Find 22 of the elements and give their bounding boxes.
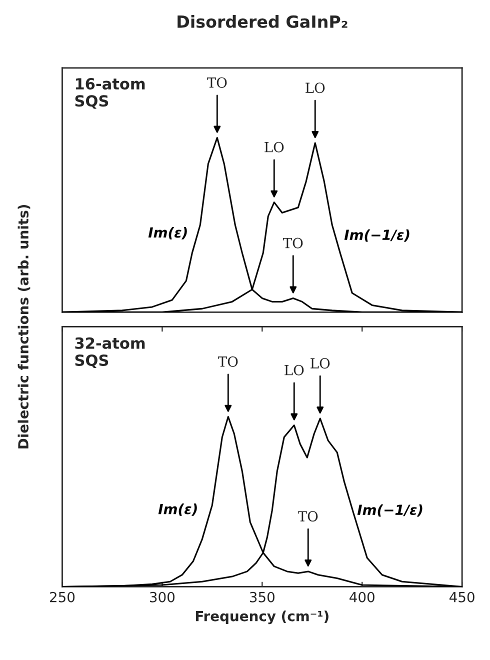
text: 32-atom SQS (75, 337, 145, 368)
text: 16-atom SQS (75, 78, 145, 109)
x-tick-label: 400 (350, 592, 374, 602)
y-axis-title: Dielectric functions (arb. units) (18, 204, 30, 448)
series-label: Im(−1/ε) (357, 504, 422, 517)
x-tick-label: 350 (250, 592, 274, 602)
annotation: TO (282, 238, 303, 248)
annotation: TO (298, 511, 318, 522)
x-tick-label: 250 (50, 592, 75, 602)
annotation: TO (218, 356, 238, 367)
x-tick-label: 300 (150, 592, 175, 602)
series-label: Im(−1/ε) (344, 229, 410, 242)
chart-title: Disordered GaInP₂ (178, 15, 348, 28)
annotation: LO (284, 364, 304, 376)
x-axis-title: Frequency (cm⁻¹) (196, 610, 328, 624)
annotation: TO (206, 77, 227, 88)
series-label: Im(ε) (148, 226, 187, 240)
series-label: Im(ε) (158, 504, 197, 516)
annotation: LO (306, 82, 325, 94)
annotation: LO (264, 142, 284, 152)
annotation: LO (310, 358, 330, 369)
x-tick-label: 450 (449, 592, 474, 602)
